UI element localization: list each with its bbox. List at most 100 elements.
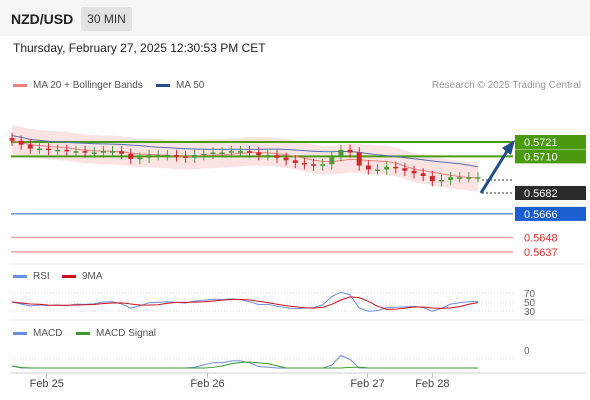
candle-body — [475, 177, 481, 179]
candle-body — [457, 177, 463, 179]
macd-line — [11, 354, 478, 369]
candle-body — [347, 149, 353, 153]
legend-macd-signal: MACD Signal — [76, 328, 156, 339]
ma50-label: MA 50 — [176, 80, 205, 91]
pair-title: NZD/USD — [11, 11, 74, 27]
candle-body — [164, 155, 170, 157]
candle-body — [301, 162, 307, 165]
candles-group — [9, 132, 481, 187]
candle-body — [64, 149, 70, 152]
ma9-swatch — [62, 275, 76, 278]
ma9-label: 9MA — [82, 271, 103, 282]
candle-body — [338, 149, 344, 157]
candle-body — [466, 177, 472, 179]
candle-body — [365, 165, 371, 170]
candle-body — [374, 169, 380, 171]
candle-body — [283, 157, 289, 161]
candle-body — [110, 151, 116, 153]
level-label-0.5648: 0.5648 — [524, 232, 558, 244]
rsi-level-label: 70 — [524, 289, 536, 300]
candle-body — [9, 138, 15, 141]
timeframe-button[interactable]: 30 MIN — [81, 7, 132, 31]
macd-swatch — [13, 332, 27, 335]
candle-body — [237, 151, 243, 153]
level-label-bg — [515, 135, 586, 149]
level-label-0.5666: 0.5666 — [524, 209, 558, 221]
ma20-line — [11, 140, 479, 179]
x-tick-label: Feb 26 — [190, 378, 224, 390]
credit-text: Research © 2025 Trading Central — [431, 80, 581, 91]
candle-body — [247, 151, 253, 153]
candle-body — [210, 152, 216, 154]
candle-body — [128, 153, 134, 159]
legend-ma50: MA 50 — [156, 80, 204, 91]
legend-macd: MACD — [13, 328, 62, 339]
candle-body — [119, 151, 125, 154]
legend-ma9: 9MA — [62, 271, 103, 282]
macd-signal-label: MACD Signal — [96, 328, 157, 339]
candle-body — [320, 164, 326, 166]
candle-body — [173, 155, 179, 157]
level-label-0.5637: 0.5637 — [524, 247, 558, 259]
level-label-bg — [515, 206, 586, 221]
ma50-line — [11, 134, 479, 168]
candle-body — [137, 157, 143, 160]
level-label-0.5682: 0.5682 — [524, 188, 558, 200]
candle-body — [274, 155, 280, 158]
candle-body — [228, 151, 234, 153]
candle-body — [411, 170, 417, 174]
candle-body — [402, 168, 408, 171]
candle-body — [265, 155, 271, 157]
candle-body — [292, 160, 298, 163]
candle-body — [329, 156, 335, 165]
ma20-swatch — [13, 84, 27, 87]
candle-body — [384, 166, 390, 170]
candle-body — [146, 155, 152, 158]
rsi-line — [11, 291, 479, 312]
candle-body — [36, 148, 42, 151]
candle-body — [429, 176, 435, 182]
candle-body — [91, 152, 97, 154]
candle-body — [46, 148, 52, 151]
forecast-arrow-head — [502, 140, 515, 155]
macd-label: MACD — [33, 328, 63, 339]
candle-body — [183, 156, 189, 158]
candle-body — [256, 152, 262, 156]
candle-body — [55, 149, 61, 152]
level-label-bg — [515, 149, 586, 164]
datetime-text: Thursday, February 27, 2025 12:30:53 PM … — [13, 41, 266, 55]
candle-body — [82, 151, 88, 153]
header-bar: NZD/USD 30 MIN — [0, 0, 590, 36]
rsi-ma9-line — [11, 296, 479, 310]
candle-body — [311, 164, 317, 166]
level-label-0.5721: 0.5721 — [524, 137, 558, 149]
candle-body — [192, 155, 198, 158]
rsi-swatch — [13, 275, 27, 278]
legend-ma20: MA 20 + Bollinger Bands — [13, 80, 143, 91]
candle-body — [27, 144, 33, 149]
x-tick-label: Feb 28 — [415, 378, 449, 390]
candle-body — [393, 166, 399, 169]
x-tick-label: Feb 27 — [350, 378, 384, 390]
macd-zero-label: 0 — [524, 346, 530, 357]
candle-body — [356, 152, 362, 166]
rsi-label: RSI — [33, 271, 50, 282]
candle-body — [219, 152, 225, 154]
candle-body — [420, 173, 426, 176]
candle-body — [18, 140, 24, 145]
ma20-label: MA 20 + Bollinger Bands — [33, 80, 143, 91]
level-label-bg — [515, 186, 586, 200]
candle-body — [201, 153, 207, 156]
candle-body — [438, 179, 444, 182]
macd-signal-swatch — [76, 332, 90, 335]
candle-body — [155, 155, 161, 157]
rsi-level-label: 50 — [524, 298, 536, 309]
x-tick-label: Feb 25 — [30, 378, 64, 390]
ma50-swatch — [156, 84, 170, 87]
candle-body — [100, 151, 106, 153]
candle-body — [73, 151, 79, 153]
level-label-0.5710: 0.5710 — [524, 151, 558, 163]
forecast-arrow — [479, 147, 511, 194]
rsi-level-label: 30 — [524, 307, 536, 318]
